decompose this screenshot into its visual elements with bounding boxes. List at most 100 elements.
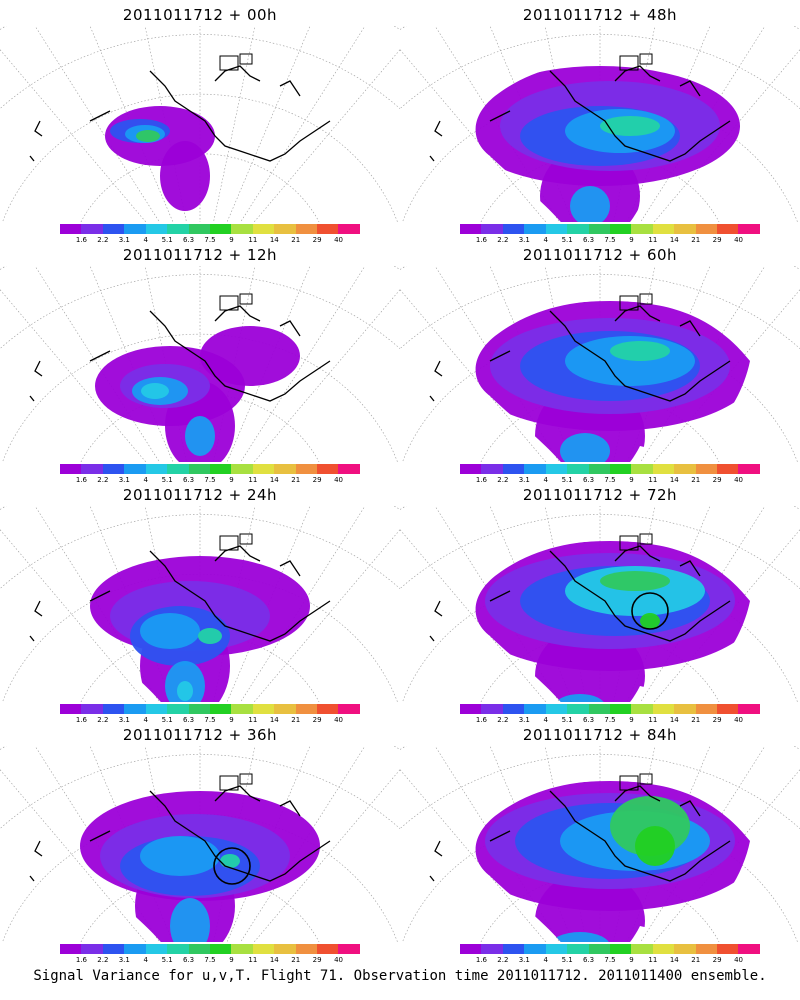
colorbar-label: 14 xyxy=(269,716,279,724)
colorbar-label: 6.3 xyxy=(582,236,595,244)
colorbar-label: 11 xyxy=(648,716,658,724)
colorbar-label: 40 xyxy=(734,716,744,724)
colorbar-swatch xyxy=(588,944,610,954)
colorbar-swatch xyxy=(209,704,232,714)
colorbar-label: 11 xyxy=(248,236,258,244)
colorbar-swatch xyxy=(295,704,318,714)
coastline xyxy=(429,785,731,882)
colorbar-swatch xyxy=(102,704,125,714)
colorbar-label: 9 xyxy=(629,236,634,244)
colorbar-swatch xyxy=(102,464,125,474)
colorbar-label: 21 xyxy=(691,236,701,244)
panel-title: 2011011712 + 60h xyxy=(522,246,678,264)
colorbar-label: 40 xyxy=(334,476,344,484)
colorbar-label: 1.6 xyxy=(75,956,87,964)
island-outlines xyxy=(219,773,253,791)
colorbar-label: 40 xyxy=(734,476,744,484)
colorbar-swatch xyxy=(188,944,210,954)
colorbar-swatch xyxy=(524,944,546,954)
colorbar-label: 5.1 xyxy=(561,236,573,244)
forecast-panel: 2011011712 + 00h 1.6 2.2 3.1 4 5.1 6.3 7.5 9 11 14… xyxy=(0,2,400,247)
variance-shading xyxy=(105,106,215,211)
colorbar-label: 6.3 xyxy=(582,716,595,724)
forecast-panel: 2011011712 + 24h 1.6 2.2 3.1 4 5.1 6.3 7.5 9 11 14… xyxy=(0,482,400,727)
panel-title: 2011011712 + 84h xyxy=(522,726,678,744)
colorbar-swatch xyxy=(545,224,568,234)
colorbar-swatch xyxy=(338,464,360,474)
colorbar-swatch xyxy=(738,224,760,234)
colorbar-label: 9 xyxy=(629,716,634,724)
colorbar-label: 9 xyxy=(629,956,634,964)
colorbar-swatch xyxy=(631,464,653,474)
colorbar-swatch xyxy=(652,464,675,474)
colorbar-swatch xyxy=(102,224,125,234)
variance-shading xyxy=(475,301,750,462)
variance-shading xyxy=(90,556,310,702)
colorbar-label: 40 xyxy=(334,236,344,244)
colorbar-swatch xyxy=(317,944,339,954)
variance-map xyxy=(0,26,400,222)
colorbar-swatch xyxy=(460,224,482,234)
colorbar-label: 14 xyxy=(269,476,279,484)
colorbar-swatch xyxy=(167,224,189,234)
colorbar-labels: 1.6 2.2 3.1 4 5.1 6.3 7.5 9 11 14 21 29 40 xyxy=(60,236,360,246)
coastline xyxy=(429,305,731,402)
forecast-panel: 2011011712 + 72h 1.6 2.2 3.1 4 5.1 6.3 7.5 9 11 14… xyxy=(400,482,800,727)
colorbar-label: 1.6 xyxy=(75,236,87,244)
colorbar-labels: 1.6 2.2 3.1 4 5.1 6.3 7.5 9 11 14 21 29 40 xyxy=(460,236,760,246)
colorbar-label: 11 xyxy=(248,716,258,724)
colorbar-label: 4 xyxy=(543,236,548,244)
colorbar-label: 6.3 xyxy=(182,716,195,724)
colorbar-label: 29 xyxy=(712,476,722,484)
colorbar-swatch xyxy=(545,704,568,714)
colorbar-label: 5.1 xyxy=(161,956,173,964)
colorbar-swatch xyxy=(545,464,568,474)
colorbar-swatch xyxy=(524,704,546,714)
colorbar-label: 40 xyxy=(334,956,344,964)
colorbar-swatch xyxy=(124,224,146,234)
colorbar-label: 2.2 xyxy=(497,956,509,964)
colorbar-labels: 1.6 2.2 3.1 4 5.1 6.3 7.5 9 11 14 21 29 40 xyxy=(460,956,760,966)
colorbar-label: 29 xyxy=(312,716,322,724)
colorbar-label: 5.1 xyxy=(561,476,573,484)
colorbar-swatch xyxy=(252,944,275,954)
colorbar-label: 6.3 xyxy=(582,956,595,964)
colorbar-label: 9 xyxy=(629,476,634,484)
colorbar-swatch xyxy=(738,704,760,714)
colorbar xyxy=(60,464,360,474)
colorbar-swatch xyxy=(252,464,275,474)
colorbar-label: 3.1 xyxy=(518,236,530,244)
colorbar-swatch xyxy=(60,704,82,714)
colorbar-label: 3.1 xyxy=(118,476,130,484)
colorbar-label: 5.1 xyxy=(161,236,173,244)
variance-map xyxy=(400,506,800,702)
coastline xyxy=(29,65,331,162)
colorbar-swatch xyxy=(460,464,482,474)
colorbar-swatch xyxy=(567,224,589,234)
colorbar-label: 9 xyxy=(229,236,234,244)
colorbar xyxy=(460,704,760,714)
colorbar-swatch xyxy=(145,224,168,234)
colorbar-swatch xyxy=(567,944,589,954)
island-outlines xyxy=(619,773,653,791)
coastline xyxy=(429,65,731,162)
colorbar-swatch xyxy=(631,704,653,714)
panel-title: 2011011712 + 00h xyxy=(122,6,278,24)
colorbar xyxy=(460,464,760,474)
colorbar-swatch xyxy=(60,464,82,474)
colorbar xyxy=(460,224,760,234)
colorbar-swatch xyxy=(295,464,318,474)
colorbar-swatch xyxy=(338,944,360,954)
colorbar-swatch xyxy=(524,224,546,234)
colorbar-swatch xyxy=(274,704,296,714)
colorbar-swatch xyxy=(609,464,632,474)
forecast-panel: 2011011712 + 48h 1.6 2.2 3.1 4 5.1 6.3 7.5 9 11 14… xyxy=(400,2,800,247)
colorbar-swatch xyxy=(588,224,610,234)
island-outlines xyxy=(219,533,253,551)
colorbar-swatch xyxy=(674,464,696,474)
colorbar-label: 2.2 xyxy=(97,236,109,244)
colorbar-label: 11 xyxy=(248,476,258,484)
colorbar-label: 4 xyxy=(543,476,548,484)
colorbar-swatch xyxy=(609,944,632,954)
panel-title: 2011011712 + 24h xyxy=(122,486,278,504)
